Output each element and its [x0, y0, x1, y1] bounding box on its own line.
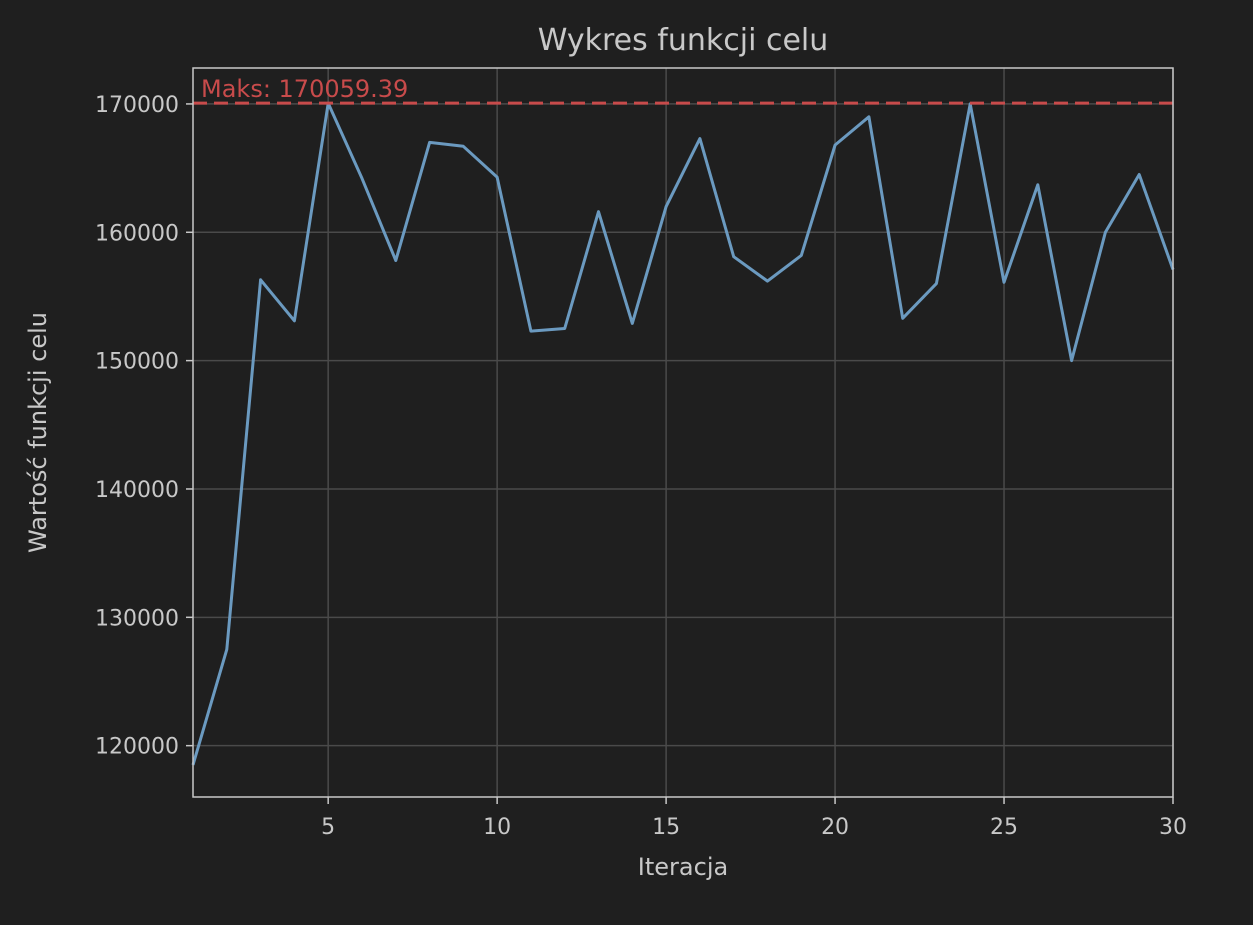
x-tick-label: 15 [652, 815, 680, 840]
y-tick-label: 150000 [95, 350, 179, 375]
plot-frame [192, 67, 1174, 798]
x-ticks: 5 10 15 20 25 30 [321, 797, 1187, 840]
max-value-label: Maks: 170059.39 [201, 75, 408, 103]
series-line [191, 101, 1175, 766]
y-tick-label: 140000 [95, 478, 179, 503]
y-tick-label: 170000 [95, 93, 179, 118]
x-tick-label: 25 [990, 815, 1018, 840]
y-axis-label: Wartość funkcji celu [24, 312, 52, 553]
x-tick-label: 5 [321, 815, 335, 840]
x-axis-label: Iteracja [638, 853, 728, 881]
series-group [191, 101, 1175, 766]
x-tick-label: 20 [821, 815, 849, 840]
y-tick-label: 130000 [95, 606, 179, 631]
y-tick-label: 160000 [95, 221, 179, 246]
y-tick-label: 120000 [95, 735, 179, 760]
x-tick-label: 30 [1159, 815, 1187, 840]
chart-title: Wykres funkcji celu [538, 23, 829, 58]
x-tick-label: 10 [483, 815, 511, 840]
y-ticks: 120000 130000 140000 150000 160000 170000 [95, 93, 193, 760]
